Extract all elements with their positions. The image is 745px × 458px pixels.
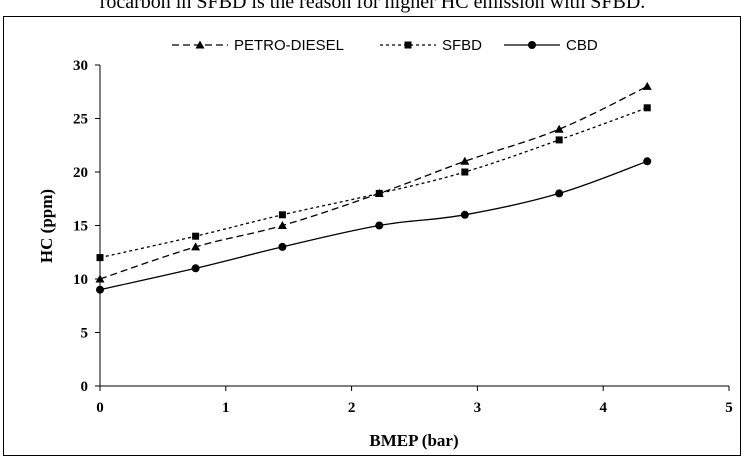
series-sfbd <box>96 104 651 262</box>
y-tick-label: 30 <box>73 58 88 74</box>
axes-layer: 0 5 10 15 20 25 30 0 1 2 3 4 5 <box>73 58 733 416</box>
series-petro-diesel <box>95 81 652 283</box>
data-point-triangle <box>191 242 201 251</box>
chart-frame <box>3 16 741 456</box>
x-tick-label: 0 <box>96 400 104 416</box>
x-tick-label: 5 <box>725 400 733 416</box>
data-point-circle <box>191 264 200 273</box>
data-point-triangle <box>642 81 652 90</box>
data-point-circle <box>643 157 652 166</box>
data-point-square <box>461 168 469 176</box>
legend-layer: PETRO-DIESEL SFBD CBD <box>172 37 598 54</box>
data-point-triangle <box>95 274 105 283</box>
y-tick-label: 25 <box>73 112 88 128</box>
data-point-square <box>278 211 286 219</box>
y-tick-label: 5 <box>81 326 89 342</box>
series-layer <box>95 81 652 294</box>
data-point-circle <box>96 285 104 294</box>
data-point-circle <box>555 189 564 198</box>
data-point-square <box>404 41 412 49</box>
x-tick-label: 2 <box>348 400 356 416</box>
series-line <box>99 160 648 291</box>
legend-label: PETRO-DIESEL <box>234 37 344 54</box>
data-point-triangle <box>277 221 287 229</box>
caption-text: rocarbon in SFBD is the reason for highe… <box>99 0 646 13</box>
legend-label: SFBD <box>442 37 482 54</box>
x-axis-title: BMEP (bar) <box>369 431 458 450</box>
y-tick-label: 15 <box>73 219 88 235</box>
x-tick-label: 4 <box>599 400 607 416</box>
x-tick-label: 1 <box>222 400 230 416</box>
data-point-triangle <box>195 40 205 49</box>
data-point-circle <box>528 41 536 49</box>
data-point-square <box>555 136 563 144</box>
data-point-square <box>643 104 651 112</box>
data-point-square <box>375 189 383 197</box>
legend-label: CBD <box>566 37 598 54</box>
data-point-circle <box>278 242 287 251</box>
y-tick-label: 0 <box>81 379 89 395</box>
x-tick-label: 3 <box>474 400 482 416</box>
y-axis-title: HC (ppm) <box>37 189 56 263</box>
series-line <box>99 85 648 280</box>
y-tick-label: 20 <box>73 165 88 181</box>
y-tick-label: 10 <box>73 272 88 288</box>
data-point-circle <box>460 210 469 219</box>
legend-item: SFBD <box>380 37 482 54</box>
data-point-circle <box>375 221 384 230</box>
data-point-triangle <box>554 124 564 133</box>
legend-item: CBD <box>504 37 598 54</box>
series-line <box>99 107 648 259</box>
data-point-square <box>96 254 104 262</box>
data-point-triangle <box>460 156 470 165</box>
series-cbd <box>96 157 652 294</box>
data-point-square <box>192 232 200 240</box>
legend-item: PETRO-DIESEL <box>172 37 344 54</box>
